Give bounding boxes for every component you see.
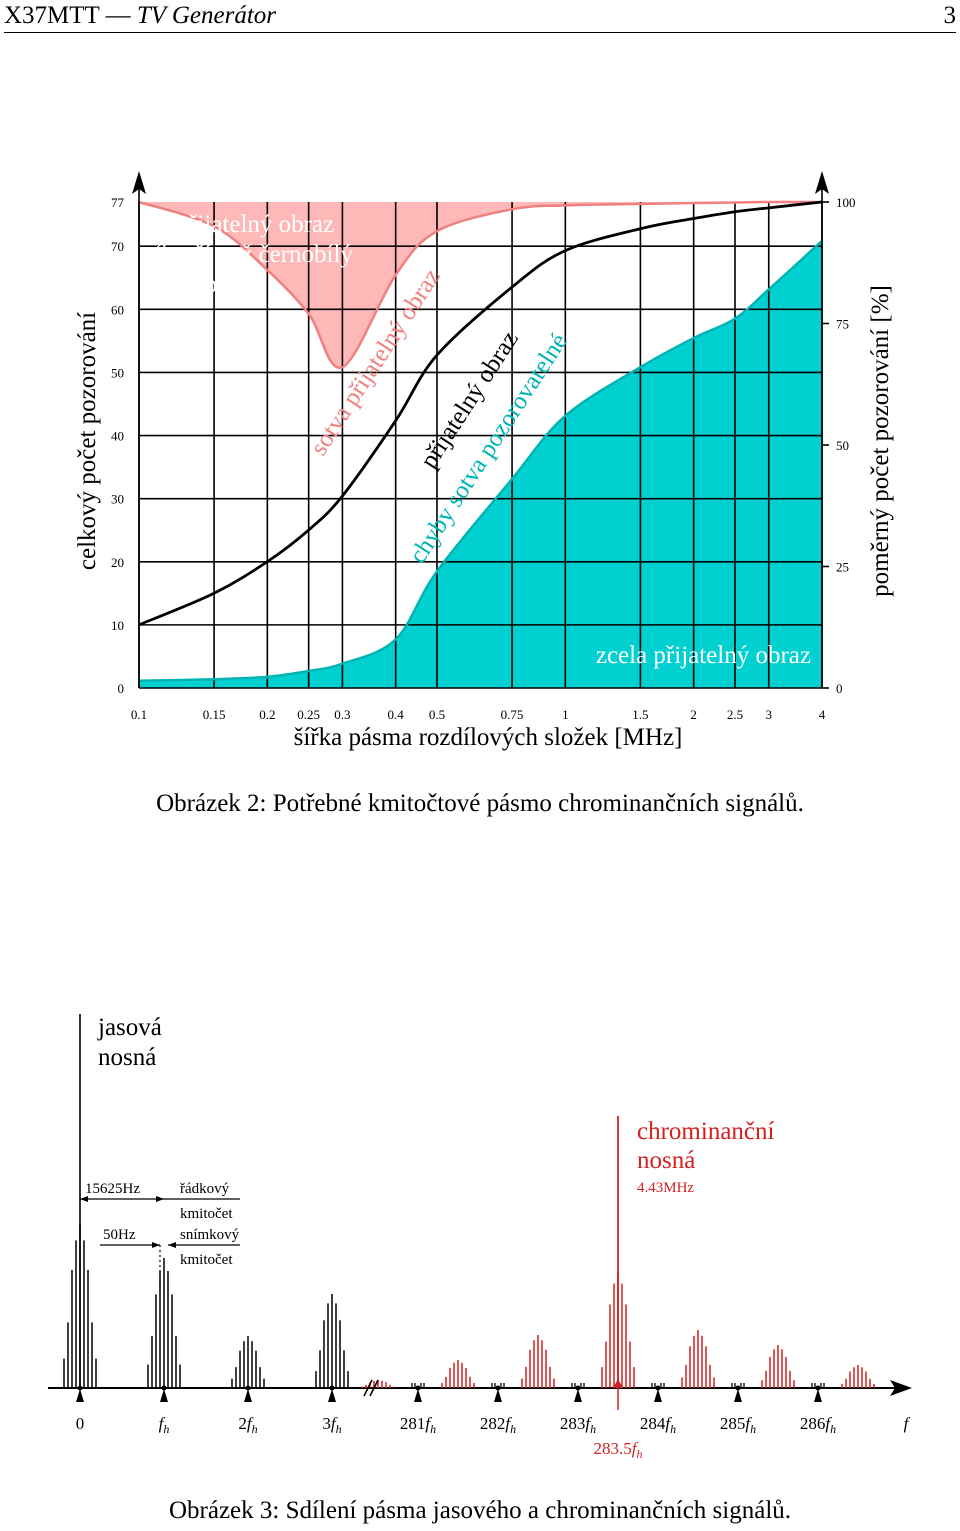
unacceptable-label-line1: nepřijatelný obraz — [153, 211, 334, 238]
axis-tick-marker — [734, 1389, 742, 1402]
y-right-tick-label: 0 — [836, 681, 843, 696]
y-left-tick-label: 77 — [111, 195, 125, 210]
frame-frequency-label-line2: kmitočet — [180, 1252, 233, 1268]
acceptable-curve — [138, 200, 823, 627]
axis-label: 282fh — [480, 1414, 516, 1436]
x-tick-label: 0.1 — [131, 707, 147, 722]
unacceptable-label-line3: TV obraz) — [153, 271, 256, 298]
y-left-tick-label: 60 — [111, 302, 124, 317]
x-tick-label: 0.75 — [501, 707, 524, 722]
axis-label: 2fh — [238, 1414, 257, 1436]
axis-tick-dot — [575, 1385, 581, 1391]
x-tick-label: 1 — [562, 707, 569, 722]
y-left-arrow — [132, 171, 146, 194]
doc-title: TV Generátor — [136, 2, 276, 29]
axis-break-symbol — [363, 1379, 379, 1397]
chroma-carrier-label-line2: nosná — [637, 1147, 695, 1174]
figure-3-caption: Obrázek 3: Sdílení pásma jasového a chro… — [168, 1497, 792, 1524]
unacceptable-label-line2: (horší než černobílý — [153, 241, 353, 268]
axis-tick-marker — [160, 1389, 168, 1402]
page-number: 3 — [943, 2, 957, 29]
title-dash: — — [105, 2, 131, 29]
axis-end-label: f — [904, 1414, 911, 1433]
fully-acceptable-label: zcela přijatelný obraz — [596, 642, 811, 669]
axis-tick-dot — [161, 1385, 167, 1391]
axis-tick-marker — [244, 1389, 252, 1402]
y-left-tick-label: 50 — [111, 365, 124, 380]
chroma-center-label: 283.5fh — [594, 1439, 643, 1461]
axis-tick-dot — [655, 1385, 661, 1391]
x-tick-label: 0.4 — [388, 707, 405, 722]
luma-carrier-label-line1: jasová — [97, 1014, 162, 1041]
unacceptable-region — [139, 201, 822, 368]
axis-tick-dot — [245, 1385, 251, 1391]
page-header: X37MTT — TV Generátor 3 — [4, 0, 956, 33]
axis-label: 0 — [76, 1414, 85, 1433]
axis-label: fh — [159, 1414, 170, 1436]
axis-tick-marker — [574, 1389, 582, 1402]
axis-label: 281fh — [400, 1414, 436, 1436]
x-tick-label: 2.5 — [727, 707, 743, 722]
x-tick-label: 2 — [690, 707, 697, 722]
axis-tick-dot — [329, 1385, 335, 1391]
line-frequency-value: 15625Hz — [85, 1181, 140, 1197]
chroma-center-marker-up — [613, 1379, 623, 1388]
y-left-tick-label: 70 — [111, 239, 124, 254]
x-tick-label: 0.25 — [297, 707, 320, 722]
axis-tick-marker — [494, 1389, 502, 1402]
axis-tick-dot — [815, 1385, 821, 1391]
axis-label: 286fh — [800, 1414, 836, 1436]
axis-tick-marker — [414, 1389, 422, 1402]
axis-tick-marker — [328, 1389, 336, 1402]
axis-tick-dot — [415, 1385, 421, 1391]
y-left-axis-title: celkový počet pozorování — [74, 312, 101, 570]
axis-tick-dot — [77, 1385, 83, 1391]
x-tick-label: 0.5 — [429, 707, 445, 722]
x-tick-label: 0.15 — [203, 707, 226, 722]
x-tick-label: 0.3 — [334, 707, 350, 722]
y-left-tick-label: 40 — [111, 429, 124, 444]
y-left-tick-label: 0 — [118, 681, 125, 696]
axis-label: 283fh — [560, 1414, 596, 1436]
figure-3-spectrum: 0 fh 2fh 3fh 281fh 282fh 283fh 284fh 285fh 286fh f… — [48, 1014, 912, 1461]
axis-label: 284fh — [640, 1414, 676, 1436]
figure-2-caption: Obrázek 2: Potřebné kmitočtové pásmo chr… — [156, 790, 804, 817]
y-left-tick-label: 30 — [111, 492, 124, 507]
y-right-tick-label: 25 — [836, 560, 849, 575]
y-right-axis-title: poměrný počet pozorování [%] — [867, 285, 894, 597]
y-left-tick-label: 10 — [111, 618, 124, 633]
axis-tick-dot — [495, 1385, 501, 1391]
x-axis-title: šířka pásma rozdílových složek [MHz] — [294, 724, 683, 751]
x-tick-label: 4 — [819, 707, 826, 722]
axis-tick-dot — [735, 1385, 741, 1391]
frame-frequency-label-line1: snímkový — [180, 1227, 240, 1243]
line-frequency-label-line1: řádkový — [180, 1181, 230, 1197]
chroma-carrier-label-line1: chrominanční — [637, 1118, 775, 1145]
axis-label: 3fh — [322, 1414, 341, 1436]
axis-label: 285fh — [720, 1414, 756, 1436]
frame-frequency-value: 50Hz — [103, 1227, 136, 1243]
y-right-arrow — [815, 171, 829, 194]
axis-tick-marker — [76, 1389, 84, 1402]
y-left-tick-label: 20 — [111, 555, 124, 570]
chroma-frequency-label: 4.43MHz — [637, 1180, 694, 1196]
y-right-tick-label: 100 — [836, 195, 856, 210]
figure-2-chart: 0.1 0.15 0.2 0.25 0.3 0.4 0.5 0.75 1 1.5 2 2.5 3 4010… — [74, 171, 894, 751]
axis-tick-marker — [654, 1389, 662, 1402]
x-tick-label: 0.2 — [259, 707, 275, 722]
fully-acceptable-region — [139, 240, 822, 688]
x-tick-label: 3 — [765, 707, 772, 722]
unacceptable-boundary-line — [138, 200, 823, 369]
frequency-axis-arrow — [890, 1380, 912, 1396]
luma-carrier-label-line2: nosná — [98, 1044, 156, 1071]
running-title: X37MTT — TV Generátor — [4, 2, 276, 30]
fully-acceptable-boundary-line — [138, 239, 823, 682]
y-right-tick-label: 75 — [836, 317, 849, 332]
line-frequency-label-line2: kmitočet — [180, 1206, 233, 1222]
course-code: X37MTT — [4, 2, 100, 29]
x-tick-label: 1.5 — [632, 707, 648, 722]
y-right-tick-label: 50 — [836, 438, 849, 453]
axis-tick-marker — [814, 1389, 822, 1402]
